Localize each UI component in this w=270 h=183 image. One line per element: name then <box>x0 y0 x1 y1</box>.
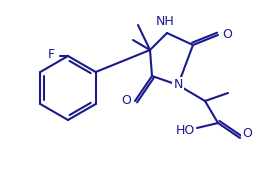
Text: F: F <box>48 48 55 61</box>
Text: N: N <box>173 79 183 92</box>
Text: O: O <box>121 94 131 107</box>
Text: HO: HO <box>176 124 195 137</box>
Text: O: O <box>242 127 252 140</box>
Text: NH: NH <box>156 15 174 28</box>
Text: O: O <box>222 29 232 42</box>
